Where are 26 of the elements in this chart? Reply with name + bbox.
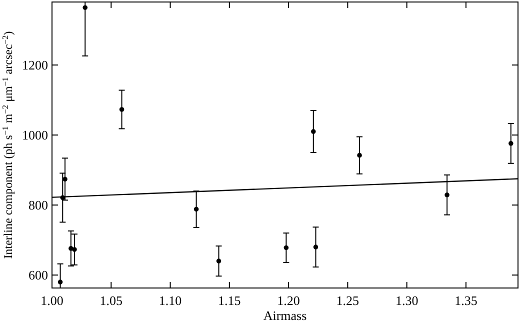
y-tick-label: 1200 [22, 58, 48, 73]
point [62, 176, 68, 182]
x-tick-label: 1.00 [40, 293, 64, 308]
y-tick-label: 1000 [22, 128, 48, 143]
x-tick-label: 1.05 [100, 293, 123, 308]
x-tick-label: 1.35 [454, 293, 478, 308]
x-tick-label: 1.30 [395, 293, 418, 308]
x-tick-label: 1.10 [158, 293, 182, 308]
point [216, 258, 222, 264]
point [357, 152, 362, 158]
point [72, 247, 77, 252]
point [508, 141, 514, 146]
point [82, 5, 88, 10]
point [119, 107, 124, 112]
y-tick-label: 800 [28, 198, 48, 213]
x-tick-label: 1.15 [218, 293, 241, 308]
point [284, 245, 289, 250]
point [310, 129, 316, 134]
y-tick-label: 600 [28, 268, 48, 283]
x-tick-label: 1.20 [277, 293, 300, 308]
point [313, 244, 318, 250]
x-tick-label: 1.25 [336, 293, 360, 308]
point [444, 192, 450, 198]
point [58, 280, 63, 284]
point [194, 206, 199, 212]
x-axis-title: Airmass [263, 308, 307, 323]
